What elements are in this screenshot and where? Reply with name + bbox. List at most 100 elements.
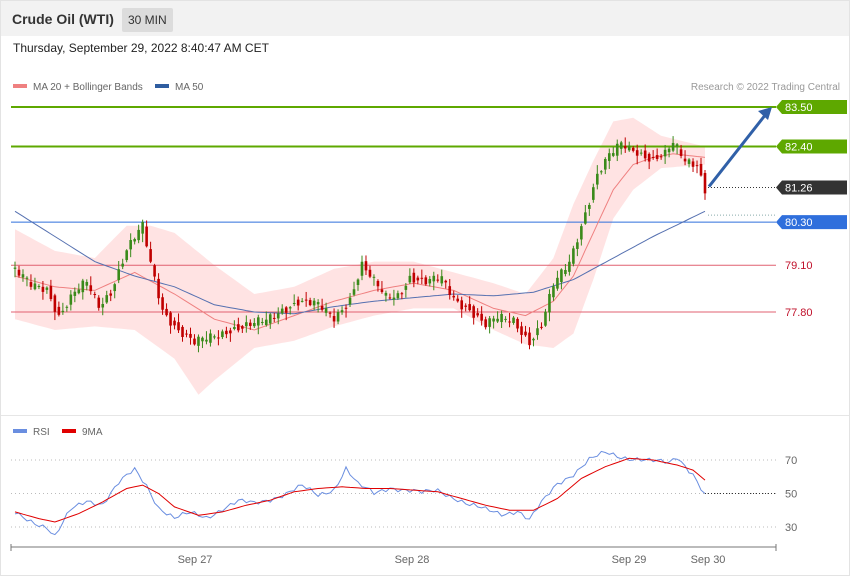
report-datetime: Thursday, September 29, 2022 8:40:47 AM … bbox=[13, 41, 269, 55]
rsi-tick-label: 30 bbox=[785, 522, 797, 534]
candle bbox=[288, 305, 292, 315]
candle bbox=[189, 327, 192, 345]
candle bbox=[500, 310, 503, 329]
rsi-legend: RSI 9MA bbox=[13, 427, 103, 438]
candle bbox=[456, 295, 460, 303]
candle bbox=[137, 224, 140, 244]
candle bbox=[117, 260, 120, 284]
candle bbox=[77, 283, 81, 295]
pivot-level-label: 80.30 bbox=[785, 217, 813, 229]
candle bbox=[89, 276, 93, 295]
candle bbox=[520, 321, 523, 344]
resistance-level-tag: 83.50 bbox=[776, 100, 847, 114]
candle bbox=[125, 249, 128, 263]
candle bbox=[268, 312, 272, 329]
candle bbox=[284, 306, 288, 321]
candle bbox=[41, 280, 45, 300]
candle bbox=[492, 315, 495, 329]
candle bbox=[556, 270, 559, 291]
candle bbox=[404, 282, 408, 298]
candle bbox=[29, 274, 33, 290]
candle bbox=[468, 296, 471, 312]
candle bbox=[209, 329, 212, 347]
resistance-level-label: 82.40 bbox=[785, 142, 813, 154]
candle bbox=[400, 291, 404, 300]
candle bbox=[548, 289, 551, 322]
candle bbox=[169, 311, 172, 334]
candle bbox=[584, 204, 587, 225]
candle bbox=[600, 170, 603, 175]
rsi-tick-label: 50 bbox=[785, 489, 797, 501]
instrument-title: Crude Oil (WTI) bbox=[12, 11, 114, 27]
candle bbox=[356, 278, 360, 291]
candle bbox=[225, 326, 228, 339]
candle bbox=[201, 336, 204, 349]
candle bbox=[97, 295, 101, 311]
candle bbox=[596, 165, 599, 190]
candle bbox=[424, 275, 428, 286]
candle bbox=[73, 287, 77, 303]
candle bbox=[675, 142, 679, 155]
candle bbox=[145, 220, 148, 248]
candle bbox=[105, 290, 109, 304]
candle bbox=[221, 329, 224, 340]
candle bbox=[264, 311, 268, 327]
candle bbox=[408, 268, 412, 285]
candle bbox=[476, 308, 479, 318]
candle bbox=[631, 145, 635, 153]
candle bbox=[133, 237, 136, 245]
price-legend: MA 20 + Bollinger Bands MA 50 Research ©… bbox=[13, 82, 840, 93]
candle bbox=[13, 261, 17, 278]
candle bbox=[699, 157, 703, 177]
candle bbox=[300, 298, 304, 303]
candle bbox=[69, 290, 73, 311]
candle bbox=[213, 334, 216, 340]
candle bbox=[464, 303, 467, 312]
candle bbox=[572, 245, 575, 267]
candle bbox=[153, 263, 156, 281]
candle bbox=[432, 271, 436, 291]
candle bbox=[663, 144, 667, 164]
candle bbox=[412, 268, 416, 288]
timeframe-badge[interactable]: 30 MIN bbox=[122, 8, 173, 32]
candle bbox=[93, 291, 97, 299]
candle bbox=[396, 290, 400, 300]
candle bbox=[540, 322, 543, 330]
candle bbox=[472, 304, 475, 325]
candle bbox=[703, 170, 707, 200]
candle bbox=[197, 334, 200, 353]
candle bbox=[161, 293, 164, 315]
candle bbox=[320, 298, 324, 312]
candle bbox=[253, 318, 256, 328]
candle bbox=[524, 325, 527, 337]
candle bbox=[101, 297, 105, 316]
candle bbox=[141, 219, 144, 243]
candle bbox=[205, 331, 208, 345]
candle bbox=[448, 279, 452, 300]
candle bbox=[659, 154, 663, 160]
candle bbox=[121, 258, 124, 270]
panel-divider bbox=[1, 415, 849, 416]
candle bbox=[508, 312, 511, 328]
resistance-level-label: 83.50 bbox=[785, 102, 813, 114]
candle bbox=[328, 311, 332, 318]
candle bbox=[17, 265, 21, 278]
candle bbox=[237, 317, 240, 333]
time-tick-label: Sep 30 bbox=[691, 554, 726, 566]
candle bbox=[655, 148, 659, 162]
candle bbox=[316, 299, 320, 313]
candle bbox=[173, 317, 176, 330]
candle bbox=[165, 303, 168, 317]
forecast-arrow bbox=[707, 107, 772, 188]
candle bbox=[49, 279, 53, 302]
candle bbox=[544, 308, 547, 327]
candle bbox=[428, 276, 432, 287]
candle bbox=[193, 334, 196, 346]
time-tick-label: Sep 27 bbox=[178, 554, 213, 566]
candle bbox=[21, 269, 25, 282]
candle bbox=[256, 314, 260, 335]
resistance-level-tag: 82.40 bbox=[776, 139, 847, 154]
support-level-label: 77.80 bbox=[785, 307, 813, 319]
candle bbox=[444, 279, 448, 289]
